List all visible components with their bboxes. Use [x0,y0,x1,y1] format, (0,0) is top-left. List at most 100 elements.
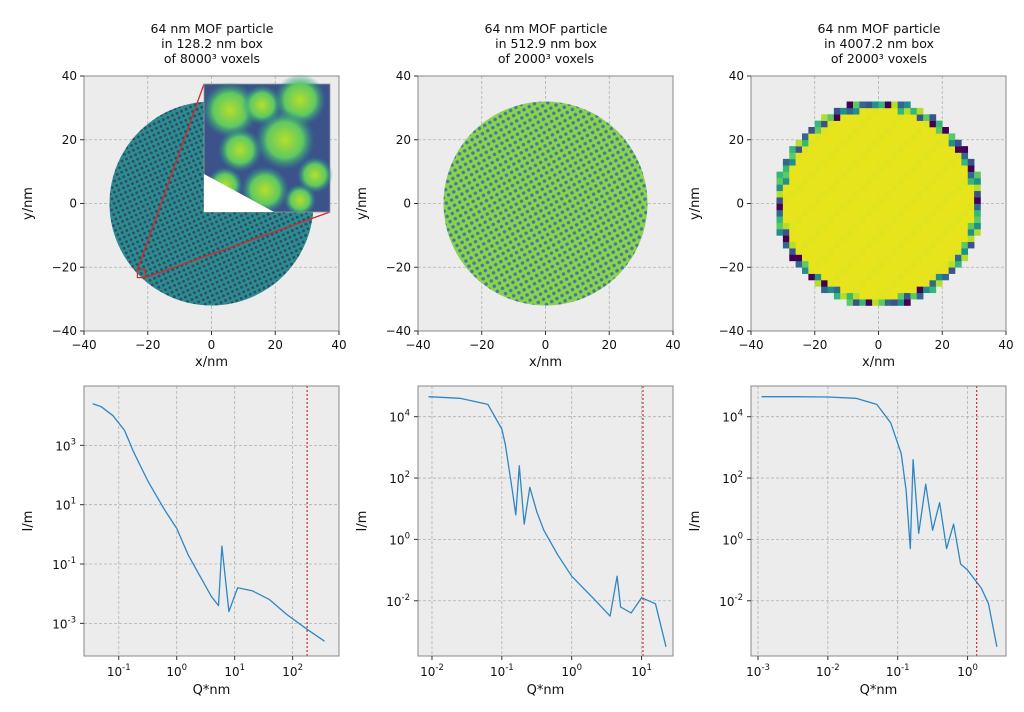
voxel [840,280,847,287]
y-tick-label: 20 [62,133,77,147]
voxel [802,171,809,179]
voxel [859,139,867,147]
voxel [789,241,796,249]
voxel [821,267,828,274]
voxel [884,286,892,294]
voxel [802,209,809,217]
voxel [827,241,835,249]
voxel [942,152,949,160]
voxel [814,152,822,160]
voxel [961,190,969,198]
voxel [974,222,981,230]
panel-title-line: in 512.9 nm box [495,36,597,51]
x-tick-label: 101 [631,663,652,679]
voxel [916,190,924,198]
voxel [929,178,937,185]
voxel [955,203,962,211]
voxel [967,222,975,230]
voxel [865,273,873,281]
voxel [916,248,924,255]
voxel [846,248,854,255]
voxel [910,127,918,134]
voxel [942,178,949,185]
voxel [904,254,911,262]
voxel [821,133,828,141]
voxel [904,260,911,268]
voxel [891,229,898,236]
y-tick-label: −40 [719,324,744,338]
voxel [878,216,886,223]
voxel [827,158,835,166]
y-tick-label: −20 [719,260,744,274]
voxel [853,292,860,300]
voxel [923,209,930,217]
voxel [916,165,924,172]
voxel [884,273,892,281]
voxel [846,267,854,274]
voxel [859,158,867,166]
voxel [782,209,790,217]
voxel [878,254,886,262]
voxel [878,248,886,255]
voxel [853,260,860,268]
voxel [891,248,898,255]
voxel [897,241,905,249]
voxel [942,171,949,179]
voxel [789,254,796,262]
voxel [878,107,886,115]
particle-voxels [776,101,981,306]
voxel [795,248,803,255]
voxel [884,254,892,262]
voxel [833,197,841,204]
voxel [955,254,962,262]
particle-disk [443,101,648,306]
voxel [942,197,949,204]
voxel [853,241,860,249]
voxel [923,241,930,249]
voxel [833,190,841,198]
voxel [891,273,898,281]
voxel [865,229,873,236]
voxel [840,127,847,134]
voxel [827,248,835,255]
voxel [846,133,854,141]
voxel [859,299,867,306]
voxel [833,184,841,192]
y-tick-label: 10-2 [719,593,743,609]
voxel [865,209,873,217]
voxel [859,222,867,230]
voxel [802,241,809,249]
voxel [923,146,930,153]
y-tick-label: 10-3 [52,615,76,631]
voxel [878,146,886,153]
voxel [789,158,796,166]
voxel [891,158,898,166]
voxel [878,229,886,236]
voxel [878,101,886,109]
voxel [776,222,784,230]
voxel [853,286,860,294]
voxel [897,127,905,134]
voxel [935,235,943,243]
voxel [846,222,854,230]
voxel [846,235,854,243]
voxel [872,235,879,243]
voxel [878,222,886,230]
voxel [776,229,784,236]
voxel [814,260,822,268]
voxel [923,165,930,172]
voxel [897,133,905,141]
voxel [853,120,860,128]
voxel [840,184,847,192]
voxel [814,280,822,287]
voxel [776,209,784,217]
voxel [897,190,905,198]
voxel [923,133,930,141]
voxel [878,260,886,268]
voxel [865,254,873,262]
voxel [853,216,860,223]
voxel [821,171,828,179]
voxel [827,254,835,262]
voxel [923,120,930,128]
voxel [916,229,924,236]
